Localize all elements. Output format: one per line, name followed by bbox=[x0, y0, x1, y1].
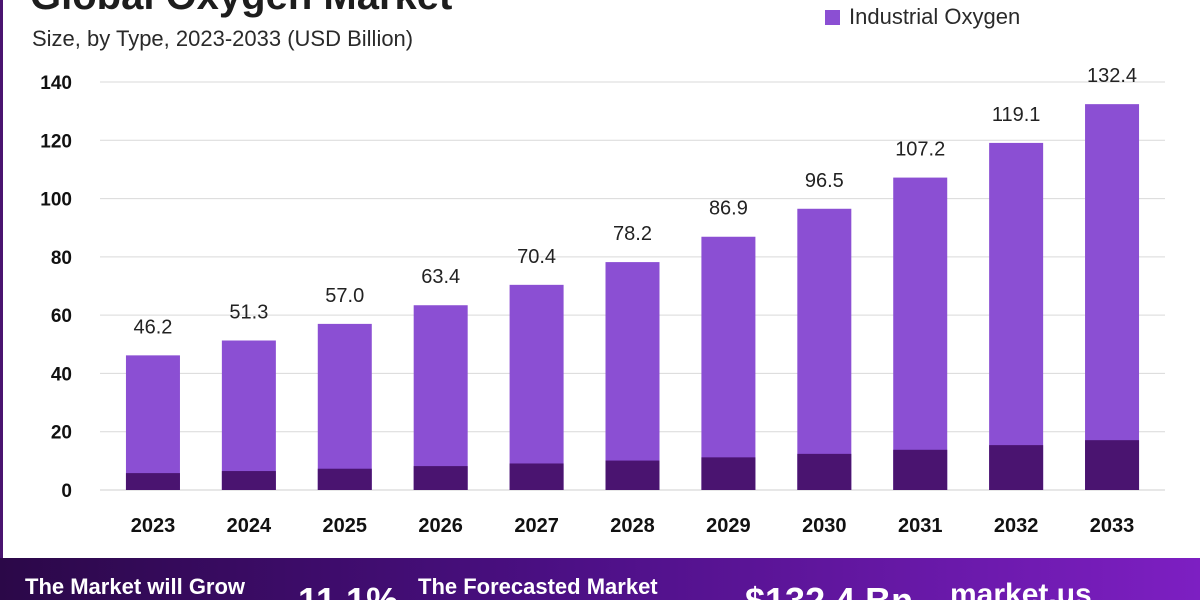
bar bbox=[701, 236, 756, 490]
x-tick-label: 2023 bbox=[131, 515, 176, 537]
banner-cagr: 11.1% bbox=[298, 580, 398, 600]
y-tick-label: 20 bbox=[51, 423, 72, 444]
bar-base-segment bbox=[893, 449, 948, 490]
banner-grow-text: The Market will Grow bbox=[25, 574, 246, 599]
bar-base-segment bbox=[797, 453, 852, 490]
data-label: 78.2 bbox=[613, 223, 652, 245]
bar bbox=[413, 305, 468, 490]
bar bbox=[797, 208, 852, 490]
data-label: 57.0 bbox=[325, 285, 364, 307]
y-tick-label: 0 bbox=[61, 481, 72, 502]
legend-label: Industrial Oxygen bbox=[849, 4, 1021, 29]
x-tick-label: 2033 bbox=[1090, 515, 1135, 537]
bar-base-segment bbox=[605, 460, 660, 490]
bar bbox=[221, 340, 276, 490]
y-tick-label: 140 bbox=[40, 73, 72, 94]
bar-base-segment bbox=[701, 457, 756, 490]
bar bbox=[509, 284, 564, 490]
bar-base-segment bbox=[221, 471, 276, 490]
data-label: 107.2 bbox=[895, 139, 945, 161]
bar-base-segment bbox=[509, 463, 564, 490]
x-tick-label: 2027 bbox=[514, 515, 559, 537]
legend-swatch bbox=[825, 9, 840, 25]
bar-chart: 0 20 40 60 80 100 120 140 46.2 2023 51.3 2024 57.0 20… bbox=[40, 65, 1165, 537]
x-tick-label: 2025 bbox=[323, 515, 368, 537]
x-tick-label: 2030 bbox=[802, 515, 847, 537]
legend: Industrial Oxygen bbox=[825, 4, 1020, 30]
x-tick-label: 2031 bbox=[898, 515, 943, 537]
footer-banner: The Market will Grow 11.1% The Forecaste… bbox=[0, 558, 1200, 600]
bar-base-segment bbox=[413, 466, 468, 490]
data-label: 51.3 bbox=[229, 301, 268, 323]
chart-subtitle: Size, by Type, 2023-2033 (USD Billion) bbox=[32, 26, 414, 51]
y-tick-label: 120 bbox=[40, 131, 72, 152]
y-tick-label: 60 bbox=[51, 306, 72, 327]
x-tick-label: 2029 bbox=[706, 515, 751, 537]
chart-title: Global Oxygen Market bbox=[30, 0, 452, 19]
data-label: 86.9 bbox=[709, 198, 748, 220]
data-label: 46.2 bbox=[133, 316, 172, 338]
data-label: 70.4 bbox=[517, 246, 556, 268]
x-tick-label: 2024 bbox=[227, 515, 272, 537]
x-tick-label: 2032 bbox=[994, 515, 1039, 537]
y-tick-label: 40 bbox=[51, 364, 72, 385]
bar-base-segment bbox=[989, 445, 1044, 490]
x-tick-label: 2026 bbox=[418, 515, 463, 537]
data-label: 96.5 bbox=[805, 170, 844, 192]
y-tick-label: 100 bbox=[40, 190, 72, 211]
banner-forecast-value: $132.4 Bn bbox=[745, 580, 913, 600]
data-label: 119.1 bbox=[992, 104, 1041, 126]
bar bbox=[605, 262, 660, 490]
y-tick-label: 80 bbox=[51, 248, 72, 269]
bar bbox=[125, 355, 180, 490]
bar bbox=[1085, 104, 1140, 491]
bar bbox=[989, 142, 1044, 490]
bar bbox=[893, 177, 948, 491]
data-label: 63.4 bbox=[421, 266, 460, 288]
bar bbox=[317, 323, 372, 490]
bar-base-segment bbox=[1085, 440, 1140, 490]
banner-forecast-text: The Forecasted Market bbox=[418, 574, 658, 599]
bar-base-segment bbox=[317, 468, 372, 490]
x-tick-label: 2028 bbox=[610, 515, 655, 537]
data-label: 132.4 bbox=[1087, 65, 1137, 87]
banner-brand: market.us bbox=[950, 578, 1092, 600]
bar-base-segment bbox=[125, 473, 180, 490]
